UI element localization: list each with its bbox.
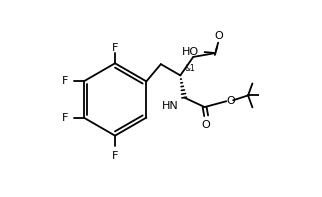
Text: F: F bbox=[112, 151, 118, 161]
Text: F: F bbox=[112, 43, 118, 53]
Text: O: O bbox=[214, 31, 223, 41]
Text: &1: &1 bbox=[185, 64, 195, 73]
Text: F: F bbox=[62, 112, 69, 123]
Text: HN: HN bbox=[162, 101, 178, 111]
Text: O: O bbox=[202, 120, 211, 130]
Text: HO: HO bbox=[182, 47, 199, 57]
Text: F: F bbox=[62, 76, 69, 86]
Text: O: O bbox=[226, 96, 235, 106]
